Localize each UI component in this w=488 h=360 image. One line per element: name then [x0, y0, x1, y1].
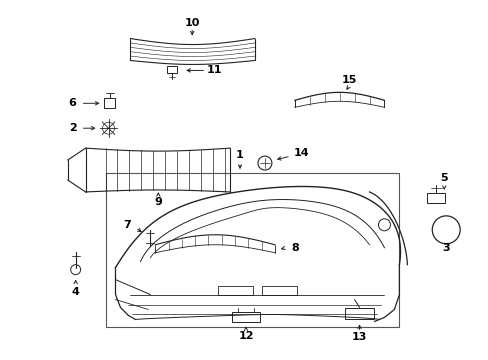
Text: 6: 6: [69, 98, 77, 108]
Text: 5: 5: [440, 173, 447, 183]
Text: 14: 14: [293, 148, 309, 158]
Text: 11: 11: [206, 66, 222, 76]
Text: 7: 7: [123, 220, 131, 230]
Bar: [232, 312, 260, 323]
Bar: [105, 173, 399, 328]
Bar: [167, 67, 177, 73]
Text: 2: 2: [69, 123, 77, 133]
Text: 4: 4: [72, 287, 80, 297]
Text: 8: 8: [290, 243, 298, 253]
Text: 12: 12: [238, 332, 253, 341]
Text: 15: 15: [341, 75, 357, 85]
Bar: [344, 307, 374, 319]
Text: 1: 1: [236, 150, 244, 160]
Bar: [218, 285, 252, 294]
Bar: [427, 193, 444, 203]
Text: 9: 9: [154, 197, 162, 207]
Bar: [103, 98, 115, 108]
Text: 13: 13: [351, 332, 366, 342]
Bar: [262, 285, 296, 294]
Text: 3: 3: [442, 243, 449, 253]
Text: 10: 10: [184, 18, 200, 28]
